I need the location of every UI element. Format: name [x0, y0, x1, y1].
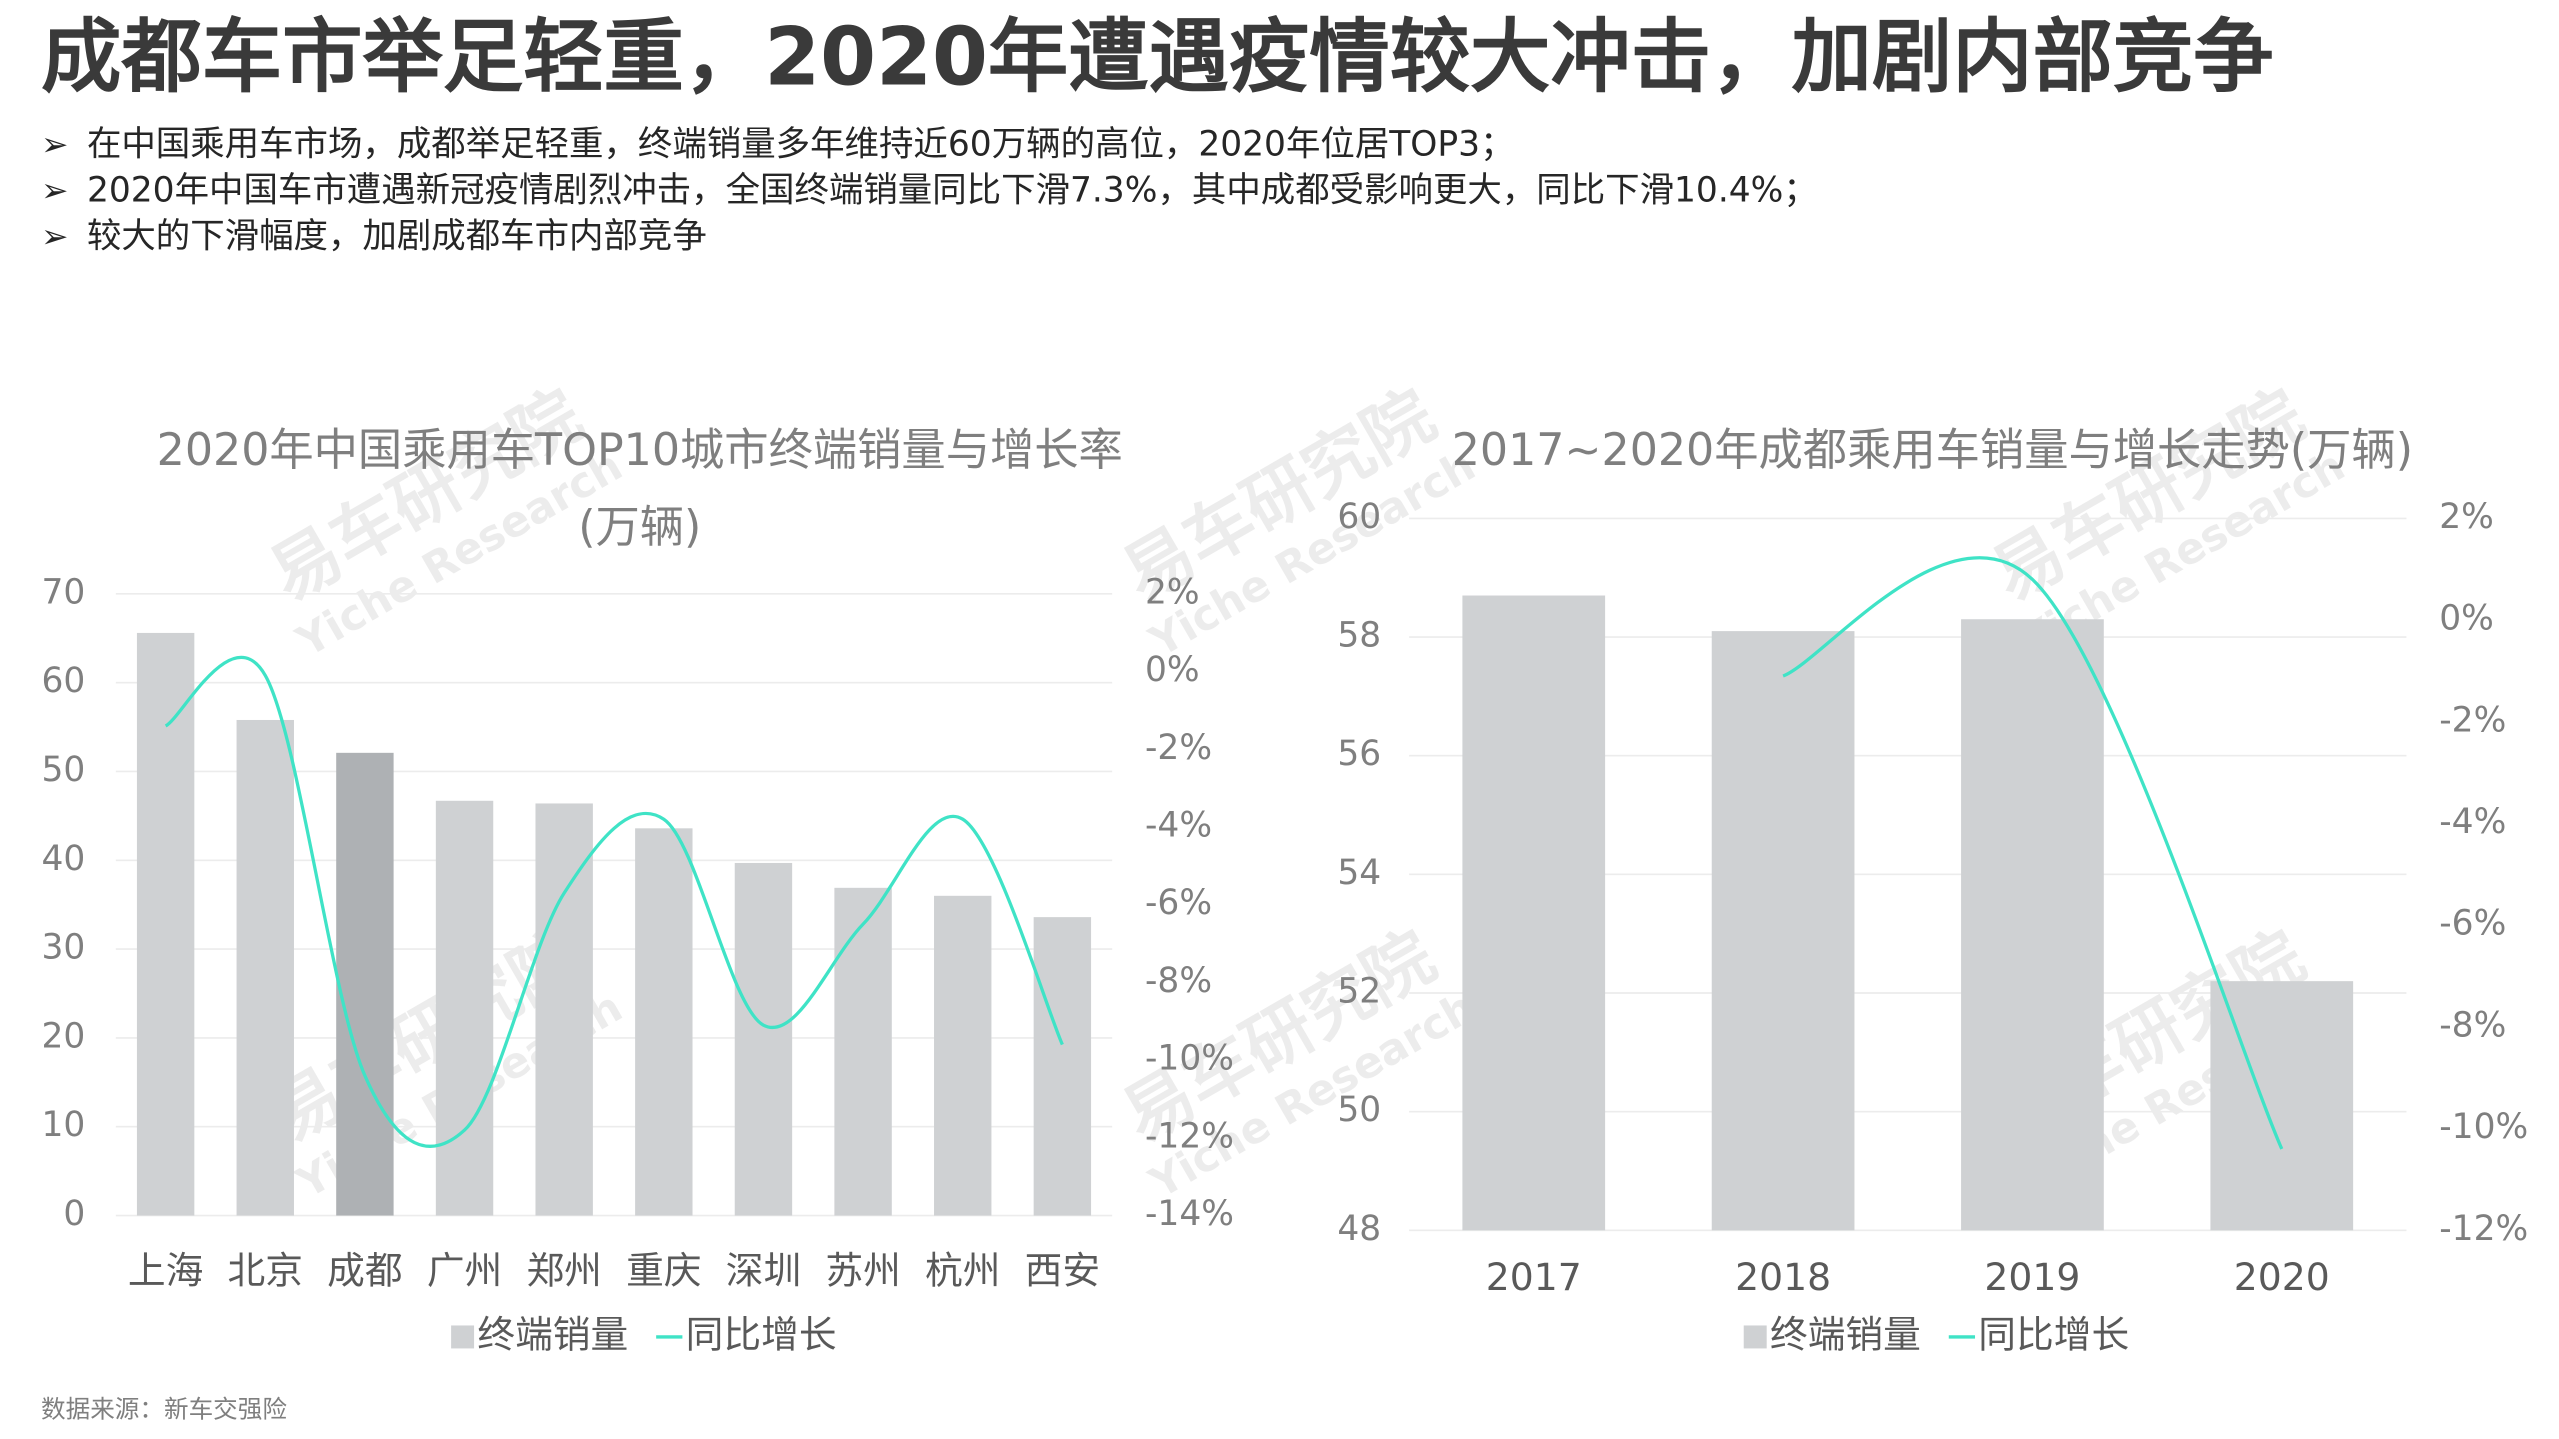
y-tick-label: 70	[41, 572, 85, 612]
bullet-marker: ➢	[41, 217, 68, 255]
y2-tick-label: -8%	[1145, 961, 1212, 1001]
bar	[1961, 619, 2104, 1231]
x-tick-label: 广州	[427, 1248, 502, 1292]
legend-label: 同比增长	[1978, 1312, 2129, 1356]
y-tick-label: 60	[1337, 497, 1381, 537]
x-tick-label: 2020	[2234, 1255, 2330, 1299]
y-tick-label: 52	[1337, 972, 1381, 1012]
x-tick-label: 2019	[1984, 1255, 2080, 1299]
y2-tick-label: -10%	[2439, 1107, 2528, 1147]
y2-tick-label: -6%	[1145, 883, 1212, 923]
y-tick-label: 60	[41, 661, 85, 701]
chart-title: 2017~2020年成都乘用车销量与增长走势(万辆)	[1452, 425, 2413, 476]
bar	[734, 862, 793, 1216]
y2-tick-label: -8%	[2439, 1005, 2506, 1045]
legend-swatch	[1743, 1325, 1767, 1349]
x-tick-label: 苏州	[825, 1248, 900, 1292]
y2-tick-label: -2%	[1145, 728, 1212, 768]
bar	[535, 803, 593, 1216]
bar	[934, 895, 992, 1216]
x-tick-label: 2018	[1735, 1255, 1831, 1299]
y2-tick-label: -10%	[1145, 1039, 1234, 1079]
y-tick-label: 30	[41, 928, 85, 968]
bar	[336, 752, 394, 1216]
x-tick-label: 西安	[1025, 1248, 1100, 1292]
x-tick-label: 成都	[327, 1248, 402, 1292]
y2-tick-label: -14%	[1145, 1194, 1234, 1234]
y-tick-label: 10	[41, 1105, 85, 1145]
source: 数据来源：新车交强险	[41, 1395, 287, 1424]
y2-tick-label: 2%	[2439, 497, 2494, 537]
bullet: 在中国乘用车市场，成都举足轻重，终端销量多年维持近60万辆的高位，2020年位居…	[87, 125, 1515, 165]
y2-tick-label: 2%	[1145, 572, 1200, 612]
y-tick-label: 54	[1337, 853, 1381, 893]
bullet-marker: ➢	[41, 171, 68, 209]
y2-tick-label: 0%	[2439, 599, 2494, 639]
y2-tick-label: -12%	[1145, 1116, 1234, 1156]
y2-tick-label: -12%	[2439, 1209, 2528, 1249]
legend-label: 终端销量	[477, 1312, 628, 1356]
y-tick-label: 20	[41, 1016, 85, 1056]
bar	[1462, 595, 1606, 1231]
y2-tick-label: -2%	[2439, 700, 2506, 740]
slide-title: 成都车市举足轻重，2020年遭遇疫情较大冲击，加剧内部竞争	[41, 9, 2274, 103]
y-tick-label: 50	[41, 750, 85, 790]
legend-label: 终端销量	[1770, 1312, 1921, 1356]
bar	[236, 719, 294, 1216]
bar	[435, 800, 494, 1216]
y-tick-label: 50	[1337, 1090, 1381, 1130]
y-tick-label: 58	[1337, 616, 1381, 656]
y-tick-label: 48	[1337, 1209, 1381, 1249]
bar	[834, 887, 892, 1216]
bullet-marker: ➢	[41, 126, 68, 164]
x-tick-label: 杭州	[925, 1248, 1000, 1292]
y2-tick-label: -4%	[2439, 802, 2506, 842]
x-tick-label: 郑州	[526, 1248, 601, 1292]
y2-tick-label: 0%	[1145, 650, 1200, 690]
y2-tick-label: -6%	[2439, 904, 2506, 944]
x-tick-label: 北京	[228, 1248, 303, 1292]
bullet: 2020年中国车市遭遇新冠疫情剧烈冲击，全国终端销量同比下滑7.3%，其中成都受…	[87, 170, 1818, 210]
x-tick-label: 2017	[1486, 1255, 1582, 1299]
y-tick-label: 56	[1337, 734, 1381, 774]
chart-title: 2020年中国乘用车TOP10城市终端销量与增长率	[157, 425, 1123, 476]
bar	[635, 828, 693, 1216]
x-tick-label: 上海	[128, 1248, 203, 1292]
bar	[1711, 631, 1855, 1231]
x-tick-label: 深圳	[726, 1248, 801, 1292]
legend-label: 同比增长	[686, 1312, 837, 1356]
legend-swatch	[451, 1325, 475, 1349]
y-tick-label: 0	[63, 1194, 85, 1234]
line	[164, 655, 1064, 1148]
line	[1782, 556, 2284, 1150]
chart-title: (万辆)	[578, 502, 701, 553]
x-tick-label: 重庆	[626, 1248, 701, 1292]
bar	[136, 632, 195, 1216]
bar	[1033, 917, 1092, 1216]
y2-tick-label: -4%	[1145, 805, 1212, 845]
bullet: 较大的下滑幅度，加剧成都车市内部竞争	[87, 216, 707, 256]
y-tick-label: 40	[41, 839, 85, 879]
